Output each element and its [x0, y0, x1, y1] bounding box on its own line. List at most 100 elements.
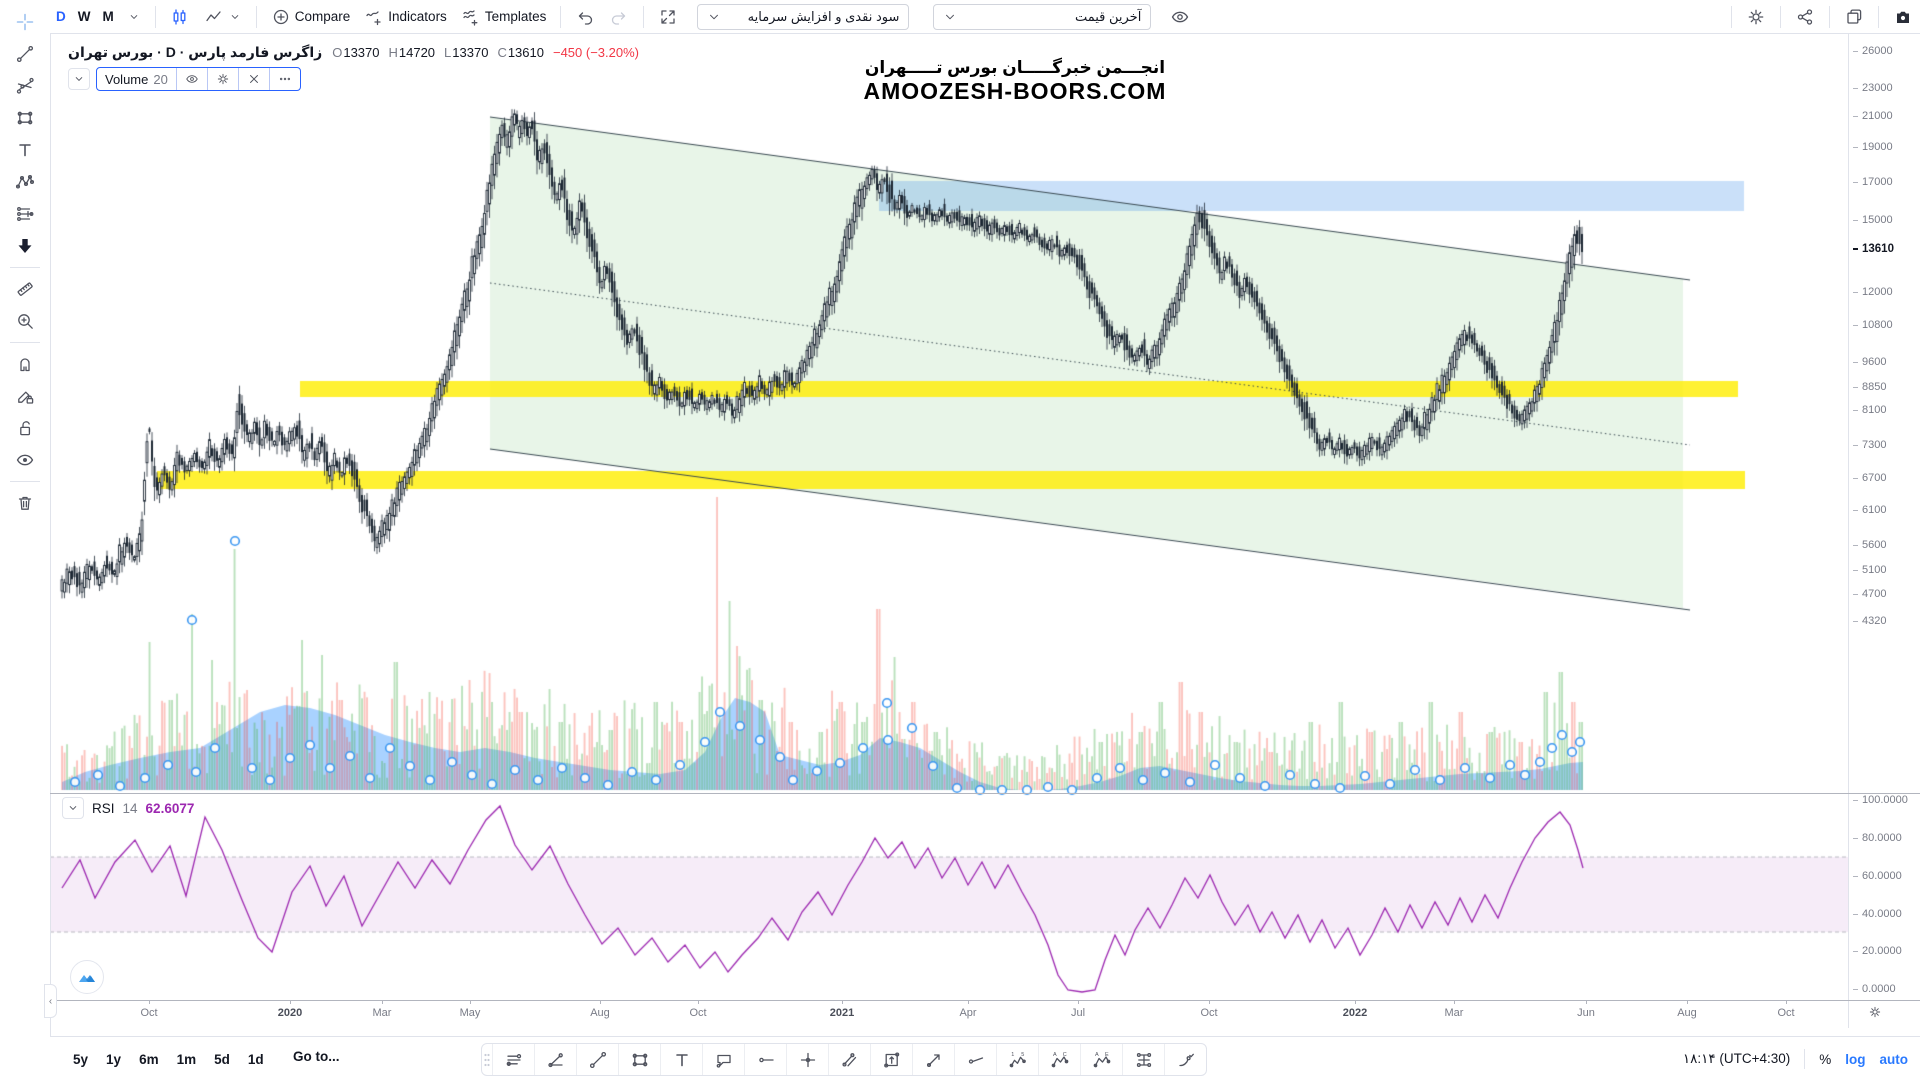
gear-icon: [1748, 9, 1764, 24]
snapshot-button[interactable]: [1886, 3, 1920, 31]
undo-button[interactable]: [568, 3, 602, 31]
quick-tool-cross-line[interactable]: [786, 1044, 828, 1075]
tool-hide-all[interactable]: [6, 444, 44, 475]
tool-xabcd-pattern[interactable]: [6, 166, 44, 197]
clock-label[interactable]: ۱۸:۱۴ (UTC+4:30): [1682, 1051, 1791, 1066]
quick-tool-text[interactable]: [660, 1044, 702, 1075]
quick-tool-price-range[interactable]: [870, 1044, 912, 1075]
bottom-right-controls: ۱۸:۱۴ (UTC+4:30) % log auto: [1683, 1037, 1908, 1080]
quick-tool-trend-line[interactable]: [576, 1044, 618, 1075]
log-scale-button[interactable]: log: [1845, 1051, 1866, 1067]
tool-trash[interactable]: [6, 487, 44, 518]
rsi-label[interactable]: RSI: [92, 800, 115, 816]
volume-indicator-label[interactable]: Volume 20: [105, 71, 168, 87]
text-icon: [19, 143, 31, 156]
time-tick-Mar: Mar: [372, 1007, 392, 1019]
quick-tool-fib-vertical[interactable]: [1122, 1044, 1164, 1075]
templates-button[interactable]: Templates: [454, 3, 554, 31]
price-tick-8100: 8100: [1853, 404, 1886, 416]
tool-arrow-down[interactable]: [6, 230, 44, 261]
collapse-toolbar-handle[interactable]: ‹: [44, 984, 57, 1018]
auto-scale-button[interactable]: auto: [1879, 1051, 1909, 1067]
candles-icon: [173, 8, 186, 25]
price-mode-select[interactable]: آخرین قیمت: [933, 3, 1152, 30]
tool-forecast[interactable]: [6, 198, 44, 229]
time-tick-Apr: Apr: [959, 1007, 977, 1019]
ruler-icon: [17, 281, 33, 296]
share-button[interactable]: [1788, 3, 1822, 31]
tool-drawing-lock[interactable]: [6, 380, 44, 411]
tool-magnet[interactable]: [6, 348, 44, 379]
timezone-settings-button[interactable]: [1868, 1005, 1882, 1024]
goto-button[interactable]: Go to...: [293, 1049, 340, 1064]
tool-gann-fib[interactable]: [6, 70, 44, 101]
legend-collapse-button[interactable]: [68, 68, 90, 90]
drag-dots-icon: [484, 1053, 490, 1066]
toolbar-drag-handle[interactable]: [482, 1044, 492, 1075]
tool-rectangle[interactable]: [6, 102, 44, 133]
platform-logo[interactable]: [70, 960, 104, 994]
camera-icon: [1897, 11, 1909, 23]
chart-canvas[interactable]: [50, 34, 1848, 1000]
interval-menu-button[interactable]: [120, 3, 148, 31]
range-button-5d[interactable]: 5d: [214, 1051, 230, 1067]
symbol-title[interactable]: زاگرس فارمد پارس · D · بورس تهران: [68, 44, 323, 60]
redo-button[interactable]: [602, 3, 636, 31]
rsi-tick-0.0000: 0.0000: [1853, 983, 1896, 995]
time-tick-mark: [470, 1000, 471, 1004]
time-tick-Oct: Oct: [689, 1007, 707, 1019]
quick-tool-parallel-channel[interactable]: [828, 1044, 870, 1075]
quick-tool-arrow[interactable]: [912, 1044, 954, 1075]
range-button-1y[interactable]: 1y: [106, 1051, 122, 1067]
range-button-5y[interactable]: 5y: [73, 1051, 89, 1067]
settings-button[interactable]: [1739, 3, 1773, 31]
dividend-adjust-select[interactable]: سود نقدی و افزایش سرمایه: [697, 3, 910, 30]
rsi-collapse-button[interactable]: [62, 797, 84, 819]
line-style-button[interactable]: [197, 3, 249, 31]
tool-crosshair[interactable]: [6, 6, 44, 37]
interval-button-d[interactable]: D: [56, 9, 66, 24]
tool-zoom-in[interactable]: [6, 305, 44, 336]
interval-button-w[interactable]: W: [77, 9, 91, 24]
quick-tool-callout[interactable]: [702, 1044, 744, 1075]
quick-tool-rectangle[interactable]: [618, 1044, 660, 1075]
time-tick-Oct: Oct: [1777, 1007, 1795, 1019]
fullscreen-button[interactable]: [651, 3, 685, 31]
tool-trend-line[interactable]: [6, 38, 44, 69]
volume-more-button[interactable]: [268, 68, 300, 90]
copy-layout-button[interactable]: [1837, 3, 1871, 31]
range-button-1d[interactable]: 1d: [247, 1051, 264, 1067]
price-tick-8850: 8850: [1853, 381, 1886, 393]
forecast-icon: [17, 206, 34, 221]
compare-button[interactable]: Compare: [264, 3, 358, 31]
range-button-1m[interactable]: 1m: [176, 1051, 197, 1067]
interval-button-m[interactable]: M: [102, 9, 114, 24]
quick-tool-trend-angle[interactable]: [534, 1044, 576, 1075]
percent-scale-button[interactable]: %: [1819, 1051, 1832, 1067]
tool-ruler[interactable]: [6, 273, 44, 304]
quick-tool-horizontal-ray[interactable]: [744, 1044, 786, 1075]
volume-visibility-button[interactable]: [175, 68, 207, 90]
quick-tool-horizontal-lines[interactable]: [492, 1044, 534, 1075]
gear-icon: [1869, 1006, 1881, 1018]
volume-settings-button[interactable]: [206, 68, 238, 90]
quick-tool-ray[interactable]: [954, 1044, 996, 1075]
rsi-tick-80.0000: 80.0000: [1853, 832, 1902, 844]
range-button-6m[interactable]: 6m: [139, 1051, 159, 1067]
watch-button[interactable]: [1163, 3, 1197, 31]
volume-remove-button[interactable]: [237, 68, 269, 90]
rsi-tick-100.0000: 100.0000: [1853, 794, 1908, 806]
time-tick-mark: [149, 1000, 150, 1004]
candle-style-button[interactable]: [163, 3, 197, 31]
svg-text:E: E: [1105, 1052, 1109, 1058]
time-tick-2021: 2021: [829, 1007, 855, 1019]
quick-tool-brush[interactable]: [1164, 1044, 1206, 1075]
tool-unlock[interactable]: [6, 412, 44, 443]
tool-text[interactable]: [6, 134, 44, 165]
change-value: −450 (−3.20%): [552, 45, 639, 60]
indicators-button[interactable]: Indicators: [357, 3, 454, 31]
pane-divider[interactable]: [50, 793, 1920, 794]
